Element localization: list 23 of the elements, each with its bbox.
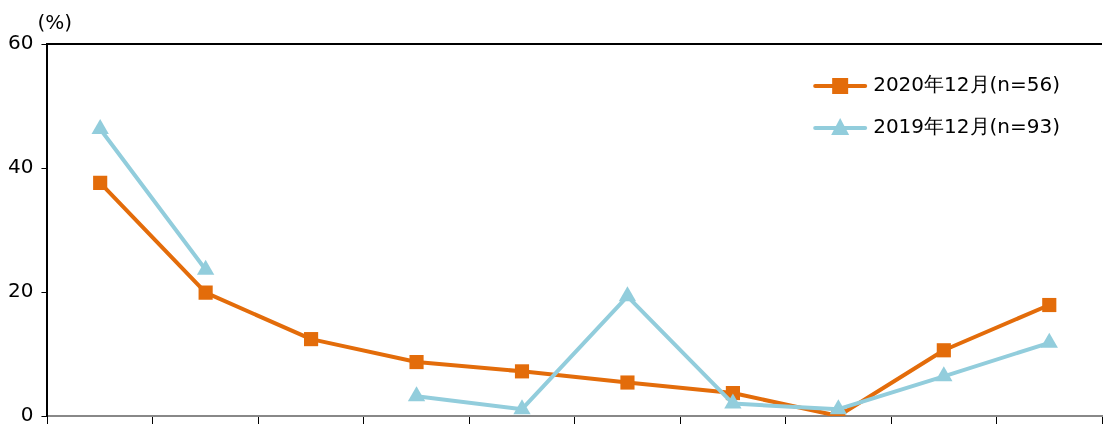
point: [935, 366, 953, 382]
point: [196, 259, 215, 275]
point: [198, 285, 213, 300]
legend-label: 2019年12月(n=93): [873, 114, 1061, 139]
point: [514, 364, 530, 379]
point: [1040, 332, 1058, 348]
point: [409, 354, 424, 370]
point: [304, 332, 319, 347]
legend-label: 2020年12月(n=56): [873, 72, 1061, 97]
y-tick-label: 40: [8, 154, 34, 179]
point: [829, 399, 848, 415]
y-axis-title: (%): [37, 10, 73, 35]
y-tick-label: 0: [20, 402, 34, 427]
point: [93, 175, 108, 190]
point: [513, 399, 531, 415]
y-tick-label: 20: [8, 278, 34, 303]
point: [936, 343, 951, 358]
y-tick-label: 60: [8, 30, 34, 55]
point: [724, 393, 742, 409]
point: [1042, 297, 1057, 313]
point: [407, 386, 426, 402]
point: [620, 375, 635, 390]
point: [618, 286, 637, 302]
